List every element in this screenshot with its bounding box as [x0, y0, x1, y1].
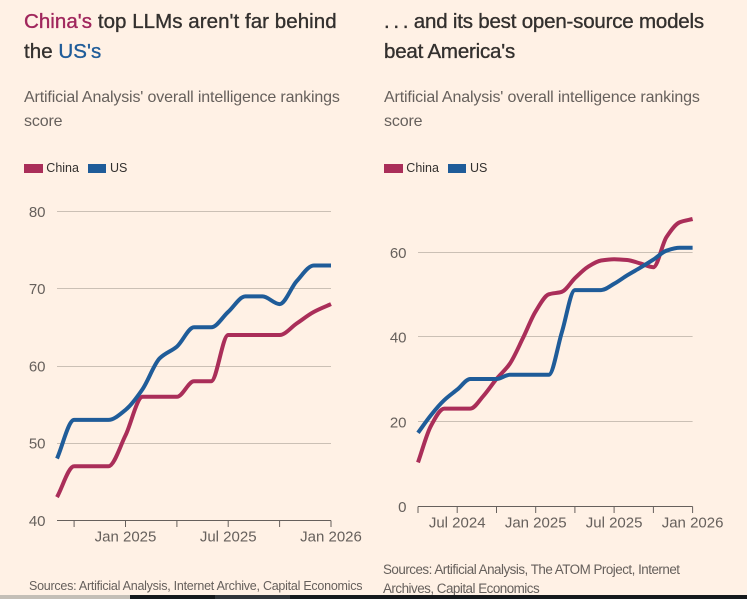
svg-text:40: 40 [29, 513, 46, 530]
svg-text:50: 50 [29, 436, 46, 453]
svg-text:Jan 2026: Jan 2026 [300, 529, 362, 546]
svg-text:Jul 2025: Jul 2025 [200, 529, 257, 546]
svg-text:0: 0 [398, 499, 406, 516]
svg-text:Jan 2026: Jan 2026 [662, 515, 724, 532]
svg-text:20: 20 [390, 414, 407, 431]
svg-text:60: 60 [390, 245, 407, 262]
svg-text:40: 40 [390, 330, 407, 347]
svg-text:70: 70 [29, 281, 46, 298]
svg-text:Jan 2025: Jan 2025 [505, 515, 567, 532]
svg-text:Jul 2025: Jul 2025 [586, 515, 643, 532]
svg-text:Jan 2025: Jan 2025 [95, 529, 157, 546]
svg-text:Jul 2024: Jul 2024 [429, 515, 486, 532]
svg-text:60: 60 [29, 358, 46, 375]
svg-text:80: 80 [29, 204, 46, 221]
